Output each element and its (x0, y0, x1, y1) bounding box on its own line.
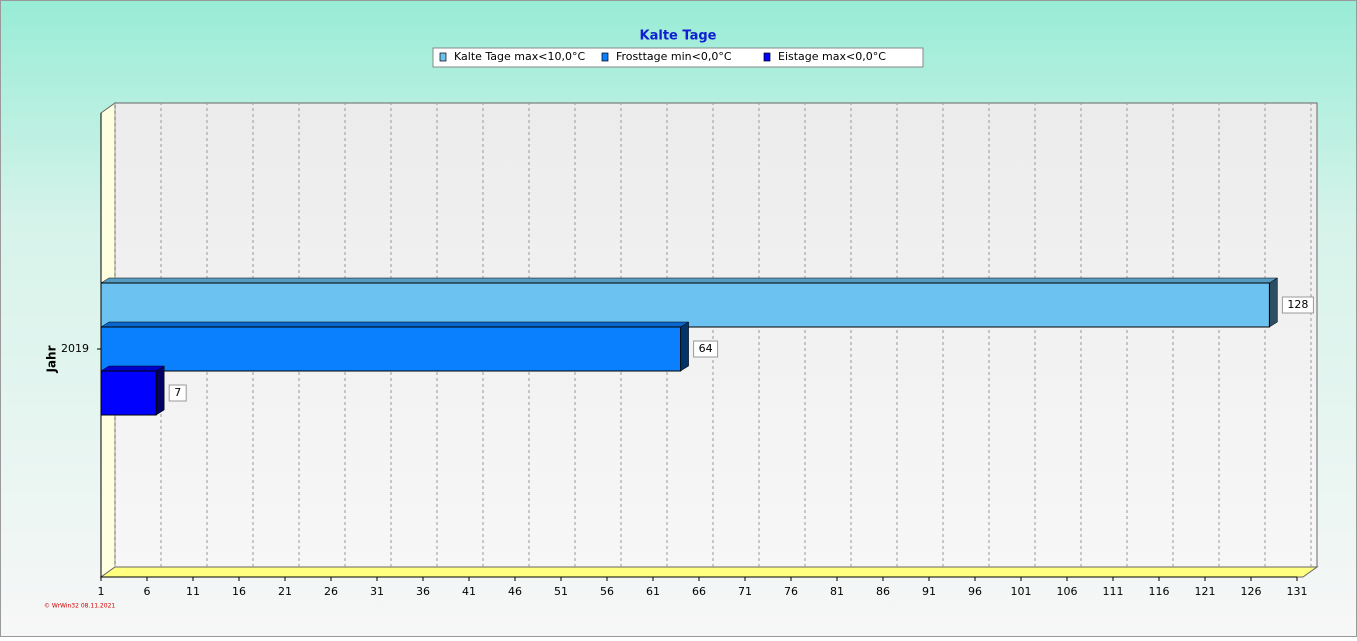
x-tick-label: 51 (554, 585, 568, 598)
x-tick-label: 46 (508, 585, 522, 598)
footnote: © WrWin32 08.11.2021 (44, 603, 115, 610)
bar-top (100, 365, 166, 372)
x-tick-label: 131 (1287, 585, 1308, 598)
x-tick-label: 86 (876, 585, 890, 598)
x-tick-label: 71 (738, 585, 752, 598)
floor (99, 566, 1319, 578)
value-label-box (1281, 296, 1314, 314)
bar-top (100, 277, 1279, 284)
value-label: 64 (699, 342, 713, 355)
value-label-box (693, 340, 719, 358)
y-tick-label: 2019 (61, 342, 89, 355)
x-tick-label: 111 (1103, 585, 1124, 598)
legend-box (432, 47, 924, 68)
legend-swatch (439, 52, 447, 62)
x-tick-label: 76 (784, 585, 798, 598)
x-tick-label: 126 (1241, 585, 1262, 598)
x-tick-label: 101 (1011, 585, 1032, 598)
x-tick-label: 41 (462, 585, 476, 598)
bar (100, 282, 1270, 328)
bar (100, 370, 157, 416)
value-label-box (168, 384, 187, 402)
x-tick-label: 61 (646, 585, 660, 598)
legend-swatch (601, 52, 609, 62)
value-label: 7 (174, 386, 181, 399)
bar-side (155, 365, 165, 416)
legend-label: Kalte Tage max<10,0°C (454, 50, 585, 63)
x-tick-label: 121 (1195, 585, 1216, 598)
x-tick-label: 11 (186, 585, 200, 598)
x-tick-label: 56 (600, 585, 614, 598)
x-tick-label: 16 (232, 585, 246, 598)
x-tick-label: 1 (98, 585, 105, 598)
x-tick-label: 106 (1057, 585, 1078, 598)
y-axis-label: Jahr (45, 345, 59, 373)
x-tick-label: 91 (922, 585, 936, 598)
value-label: 128 (1287, 298, 1308, 311)
x-tick-label: 6 (144, 585, 151, 598)
bar-side (1269, 277, 1278, 328)
x-tick-label: 81 (830, 585, 844, 598)
chart-title: Kalte Tage (640, 29, 717, 44)
x-tick-label: 26 (324, 585, 338, 598)
x-tick-label: 66 (692, 585, 706, 598)
x-tick-label: 36 (416, 585, 430, 598)
x-tick-label: 116 (1149, 585, 1170, 598)
bar-top (100, 321, 690, 328)
bar (100, 326, 682, 372)
legend-label: Eistage max<0,0°C (778, 50, 886, 63)
x-tick-label: 31 (370, 585, 384, 598)
bar-side (680, 321, 689, 372)
x-tick-label: 96 (968, 585, 982, 598)
legend-label: Frosttage min<0,0°C (616, 50, 732, 63)
legend-swatch (763, 52, 771, 62)
x-tick-label: 21 (278, 585, 292, 598)
